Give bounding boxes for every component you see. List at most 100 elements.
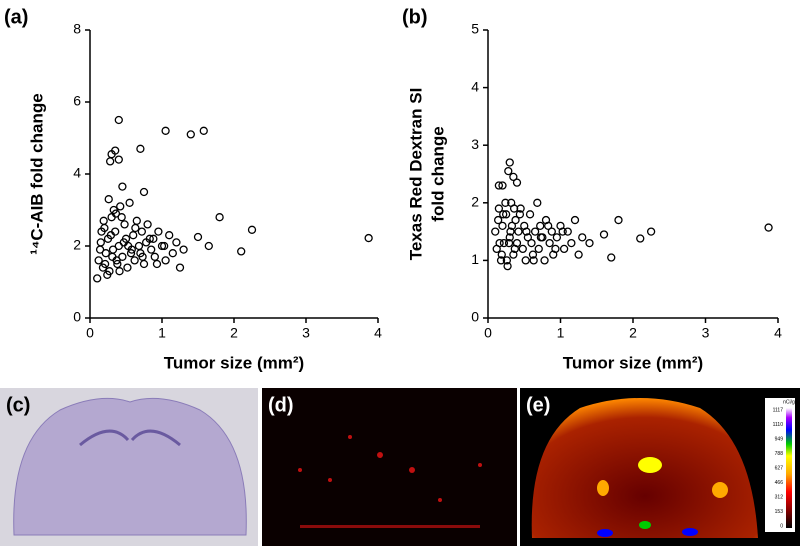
point — [145, 234, 154, 243]
point — [509, 250, 518, 259]
point — [563, 227, 572, 236]
colorbar-label: 788 — [775, 451, 784, 457]
point — [498, 221, 507, 230]
y-tick-label: 0 — [73, 309, 81, 325]
y-tick-label: 4 — [471, 78, 479, 94]
point — [139, 187, 149, 197]
x-tick-label: 2 — [629, 325, 637, 341]
point — [168, 249, 177, 258]
point — [147, 245, 156, 254]
x-tick-label: 3 — [702, 325, 710, 341]
point — [129, 231, 138, 240]
y-axis-label: Texas Red Dextran SI — [406, 88, 425, 261]
point — [494, 181, 504, 190]
y-tick-label: 2 — [471, 194, 479, 210]
colorbar-title: nCi/g — [783, 399, 795, 405]
point — [160, 241, 169, 251]
point — [113, 259, 122, 269]
panel-label: (b) — [402, 6, 428, 28]
point — [509, 204, 519, 213]
point — [172, 238, 181, 247]
panel-label: (d) — [268, 394, 294, 416]
point — [150, 252, 159, 261]
point — [493, 215, 503, 225]
point — [498, 181, 507, 190]
colorbar-label: 1117 — [773, 407, 784, 413]
point — [161, 256, 170, 265]
point — [94, 256, 103, 265]
point — [528, 250, 538, 259]
point — [132, 216, 141, 225]
x-tick-label: 4 — [774, 325, 782, 341]
point — [93, 274, 102, 283]
point — [165, 231, 174, 240]
point — [509, 172, 518, 182]
x-tick-label: 0 — [86, 325, 94, 341]
point — [522, 227, 531, 236]
point — [499, 210, 508, 219]
point — [125, 198, 134, 207]
y-tick-label: 1 — [471, 251, 479, 267]
point — [114, 241, 123, 251]
colorbar-label: 153 — [775, 509, 784, 515]
colorbar-label: 0 — [780, 523, 783, 529]
point — [116, 202, 125, 211]
point — [511, 215, 520, 225]
point — [504, 166, 513, 176]
point — [552, 233, 562, 242]
point — [118, 252, 127, 261]
colorbar-label: 627 — [775, 465, 784, 471]
point — [533, 198, 542, 207]
point — [529, 256, 538, 265]
colorbar — [786, 408, 792, 528]
point — [495, 238, 504, 248]
point — [518, 244, 527, 254]
point — [143, 220, 152, 229]
y-axis-label: fold change — [428, 126, 447, 221]
point — [507, 221, 517, 230]
point — [497, 250, 506, 259]
point — [574, 250, 583, 259]
brain-section — [13, 397, 247, 536]
point — [130, 256, 139, 265]
point — [199, 126, 208, 135]
point — [118, 182, 127, 191]
point — [515, 210, 525, 219]
point — [501, 198, 510, 207]
point — [503, 262, 512, 271]
point — [559, 244, 569, 254]
point — [499, 238, 509, 248]
point — [97, 227, 106, 236]
point — [138, 252, 147, 261]
point — [96, 238, 105, 247]
x-tick-label: 2 — [230, 325, 238, 341]
point — [614, 215, 623, 225]
point — [247, 225, 257, 234]
point — [599, 230, 609, 239]
point — [536, 221, 545, 230]
point — [179, 245, 188, 254]
y-tick-label: 8 — [73, 21, 81, 37]
point — [104, 195, 113, 204]
point — [152, 259, 162, 269]
point — [523, 233, 533, 242]
point — [99, 216, 108, 225]
y-axis-label: ¹⁴C-AIB fold change — [27, 93, 46, 254]
panel-label: (e) — [526, 394, 550, 416]
y-tick-label: 5 — [471, 21, 479, 37]
point — [512, 178, 522, 187]
y-tick-label: 3 — [471, 136, 479, 152]
x-tick-label: 3 — [302, 325, 310, 341]
point — [525, 210, 535, 219]
panel-label: (c) — [6, 394, 30, 416]
point — [114, 155, 123, 164]
point — [161, 126, 170, 135]
point — [131, 223, 140, 233]
point — [111, 146, 120, 155]
point — [607, 253, 616, 262]
colorbar-label: 1110 — [773, 422, 784, 428]
point — [504, 238, 514, 248]
point — [106, 231, 116, 240]
point — [501, 210, 511, 219]
point — [103, 270, 112, 279]
